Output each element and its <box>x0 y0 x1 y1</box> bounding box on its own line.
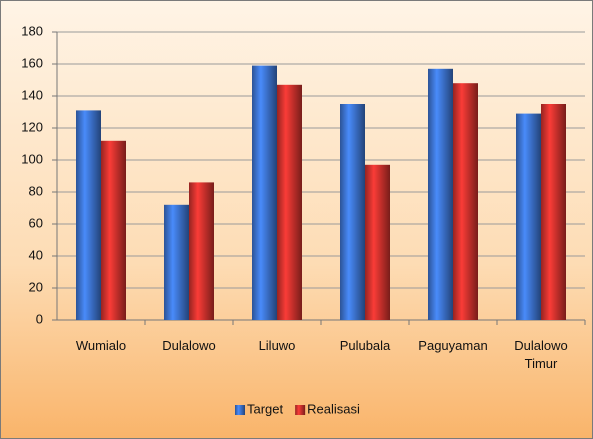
y-tick-label: 100 <box>21 151 43 166</box>
legend-label: Target <box>247 401 284 416</box>
bar <box>101 140 126 320</box>
y-tick-label: 120 <box>21 119 43 134</box>
x-tick-label: Liluwo <box>258 338 296 353</box>
bar <box>340 104 365 320</box>
x-tick-label: Wumialo <box>75 338 127 353</box>
y-tick-label: 160 <box>21 55 43 70</box>
y-tick-label: 20 <box>29 279 43 294</box>
bar <box>252 65 277 320</box>
bar <box>164 204 189 320</box>
y-tick-label: 180 <box>21 23 43 38</box>
x-tick-label: Paguyaman <box>418 338 488 353</box>
bar <box>516 113 541 320</box>
bar <box>541 104 566 320</box>
bar <box>277 84 302 320</box>
bar <box>76 110 101 321</box>
y-tick-label: 80 <box>29 183 43 198</box>
legend-label: Realisasi <box>307 401 360 416</box>
legend-swatch <box>295 405 306 415</box>
x-tick-label: Dulalowo <box>162 338 216 353</box>
y-tick-label: 0 <box>36 311 43 326</box>
bar <box>453 83 478 320</box>
y-tick-label: 40 <box>29 247 43 262</box>
y-tick-label: 140 <box>21 87 43 102</box>
x-tick-label: Pulubala <box>339 338 391 353</box>
bar <box>365 164 390 320</box>
x-tick-label: Dulalowo Timur <box>514 338 568 371</box>
bar <box>189 182 214 320</box>
y-tick-label: 60 <box>29 215 43 230</box>
legend-swatch <box>235 405 245 415</box>
bar <box>428 68 453 320</box>
